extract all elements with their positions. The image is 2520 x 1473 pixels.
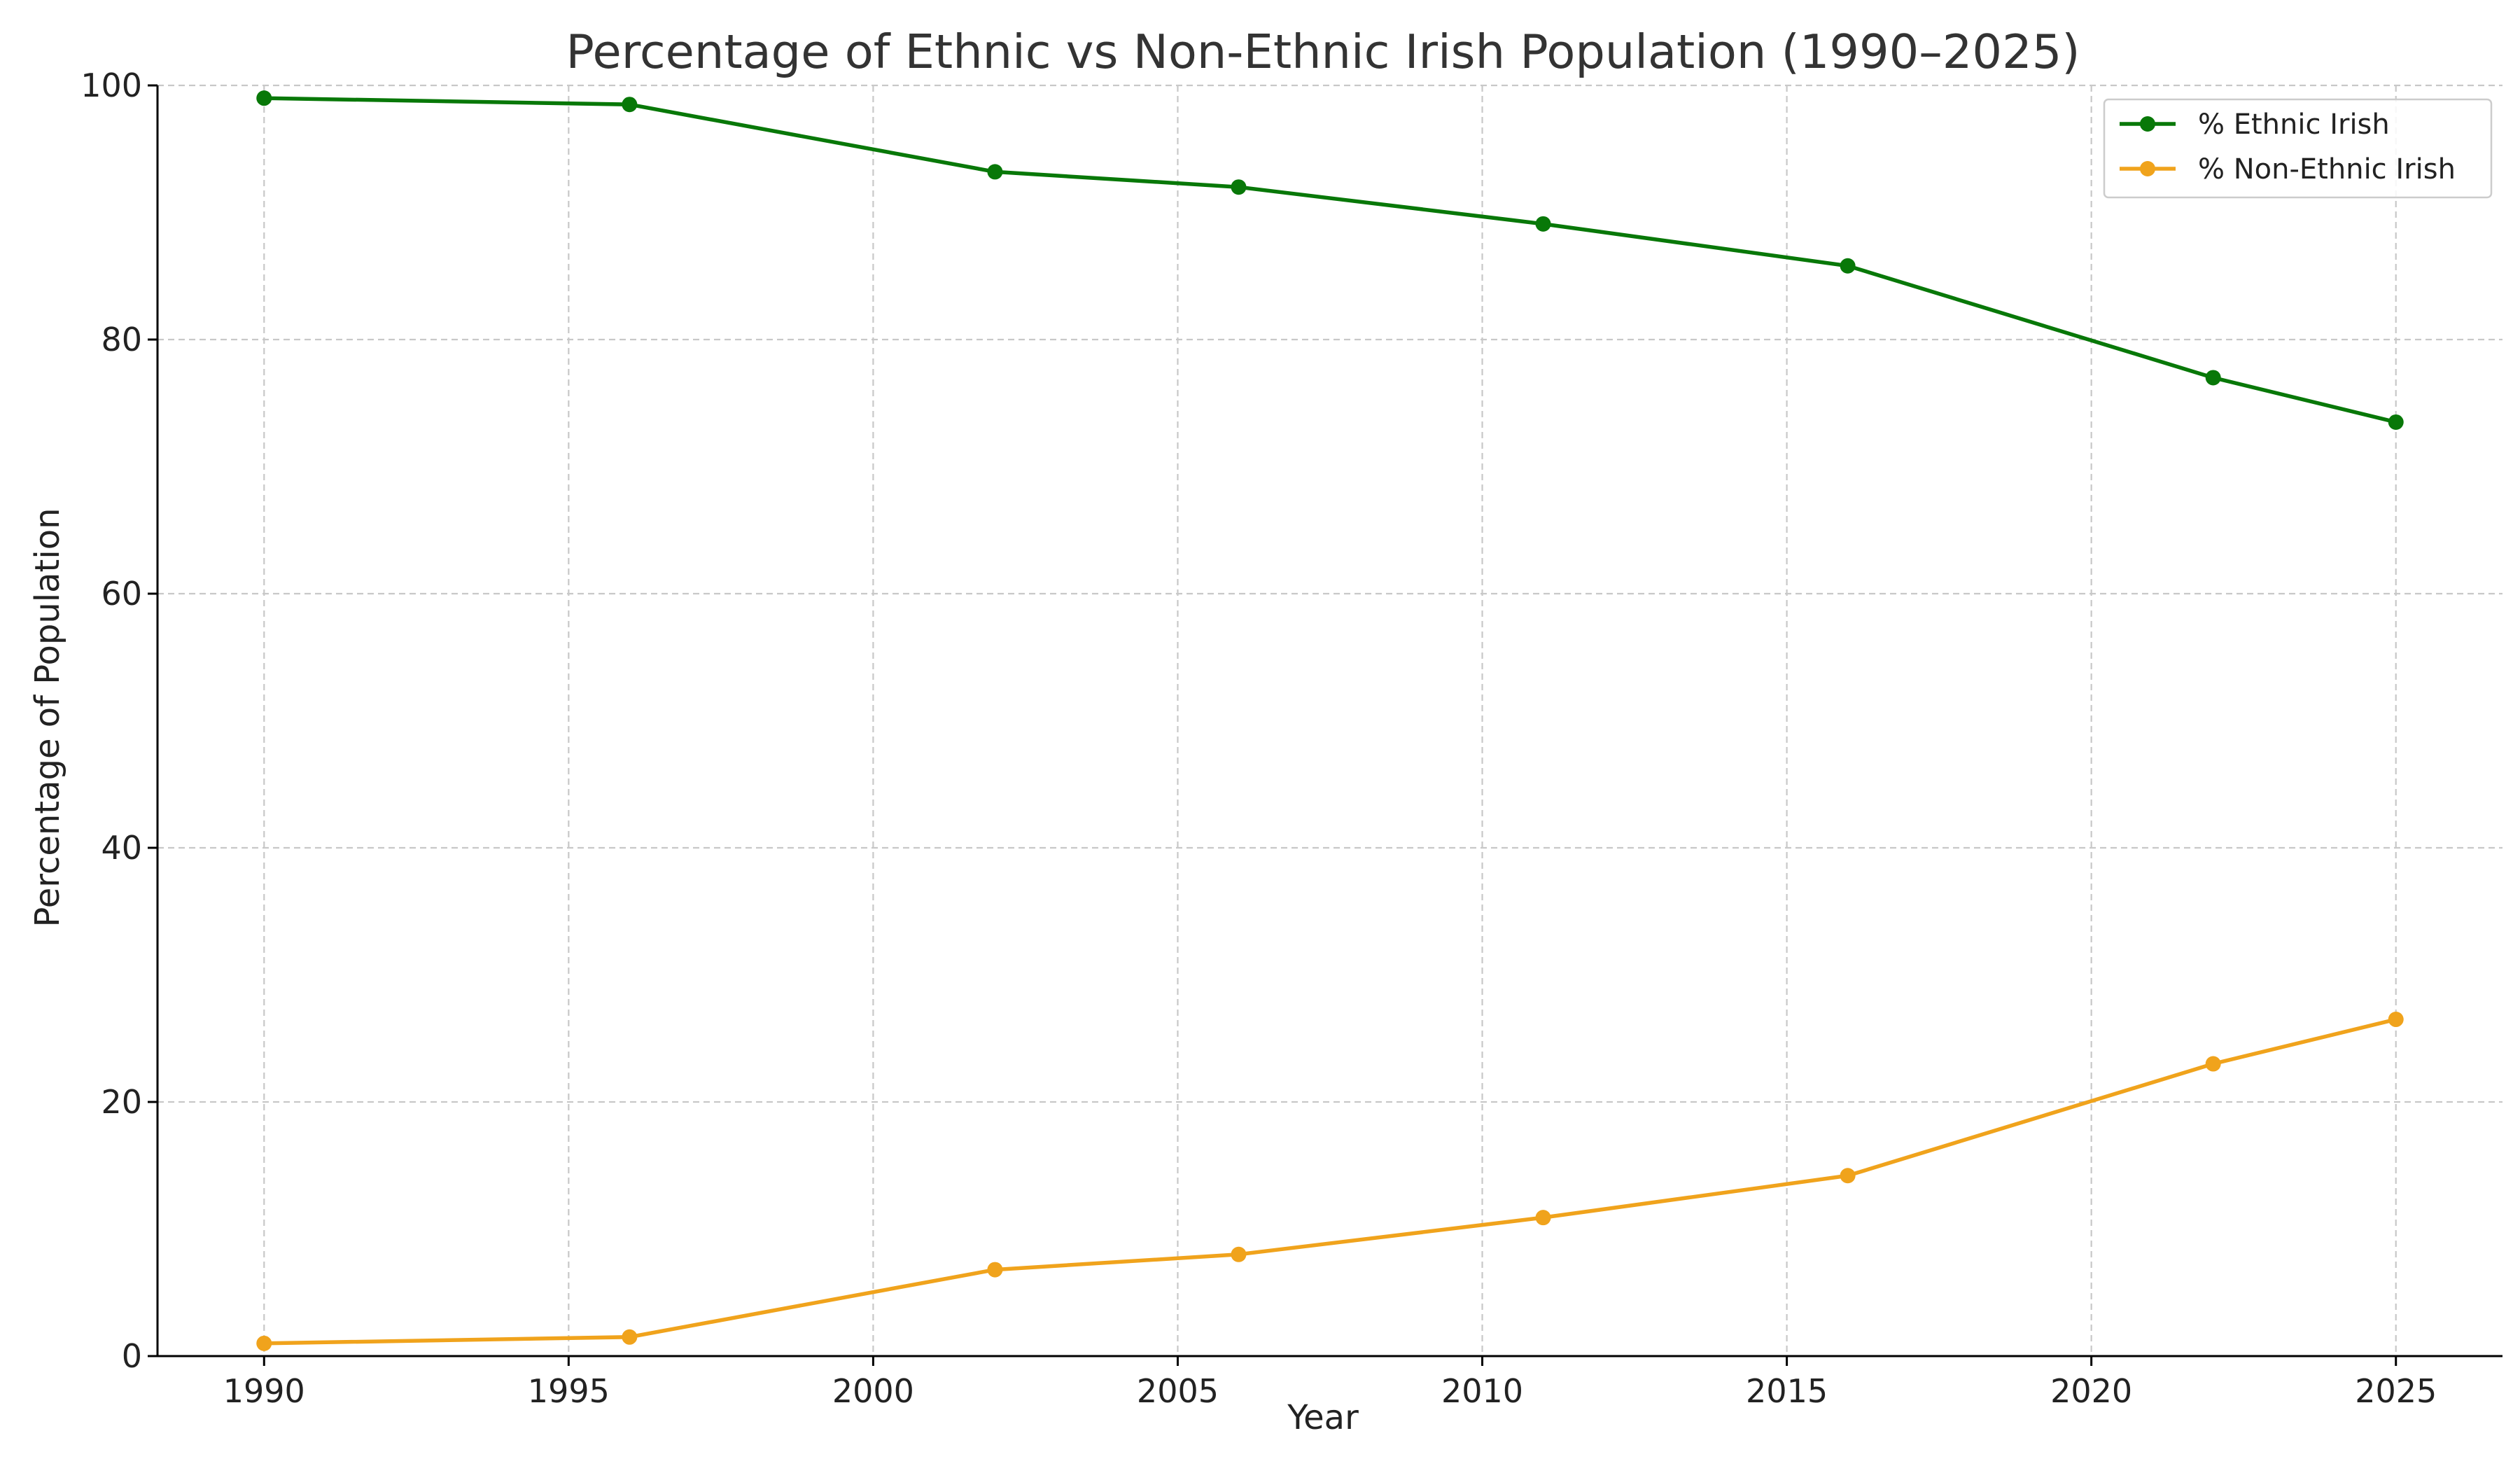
series-line-1: [262, 1017, 2398, 1346]
y-axis-label: Percentage of Population: [28, 508, 67, 928]
x-tick-label: 1990: [223, 1372, 305, 1410]
x-axis-label: Year: [1287, 1398, 1359, 1437]
data-series: [256, 90, 2404, 1351]
x-tick-label: 2000: [832, 1372, 914, 1410]
series-line-0: [262, 96, 2398, 424]
data-point: [1840, 258, 1856, 274]
y-tick-label: 100: [80, 67, 142, 104]
legend-marker-1: [2140, 161, 2155, 176]
legend-box: [2103, 98, 2493, 199]
x-tick-label: 2005: [1137, 1372, 1219, 1410]
data-point: [2205, 370, 2221, 386]
data-point: [1231, 179, 1247, 195]
data-point: [1535, 216, 1551, 232]
y-tick-label: 40: [101, 829, 142, 867]
y-tick-label: 0: [122, 1337, 142, 1375]
axes: 1990 1995 2000 2005 2010 2015 2020 2025 0 20 40 60 8…: [80, 67, 2502, 1410]
data-point: [2205, 1056, 2221, 1072]
data-point: [256, 1335, 272, 1351]
data-point: [2388, 414, 2404, 430]
data-point: [622, 97, 638, 113]
chart-title: Percentage of Ethnic vs Non-Ethnic Irish…: [566, 25, 2080, 79]
x-tick-label: 1995: [528, 1372, 610, 1410]
legend-label-1: % Non-Ethnic Irish: [2198, 153, 2456, 186]
data-point: [987, 1262, 1003, 1278]
data-point: [1231, 1246, 1247, 1262]
data-point: [622, 1329, 638, 1345]
data-point: [1535, 1210, 1551, 1226]
data-point: [2388, 1012, 2404, 1028]
y-tick-label: 60: [101, 575, 142, 613]
x-tick-label: 2015: [1746, 1372, 1828, 1410]
x-tick-label: 2025: [2355, 1372, 2437, 1410]
x-tick-label: 2010: [1441, 1372, 1523, 1410]
y-tick-label: 20: [101, 1083, 142, 1121]
legend-marker-0: [2140, 116, 2155, 132]
legend: % Ethnic Irish % Non-Ethnic Irish: [2103, 98, 2493, 199]
data-point: [1840, 1168, 1856, 1184]
legend-label-0: % Ethnic Irish: [2198, 109, 2390, 141]
data-point: [987, 164, 1003, 180]
y-tick-label: 80: [101, 321, 142, 358]
data-point: [256, 90, 272, 106]
x-tick-label: 2020: [2050, 1372, 2132, 1410]
